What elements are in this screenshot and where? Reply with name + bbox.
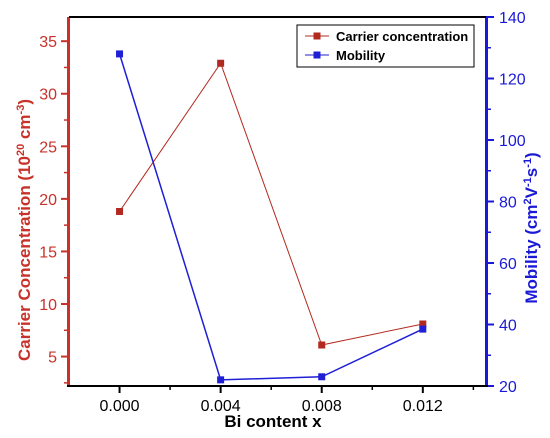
y-left-axis-title: Carrier Concentration (1020 cm-3) bbox=[15, 99, 34, 361]
data-point-mobility bbox=[318, 373, 326, 381]
y-left-tick-label: 15 bbox=[39, 244, 57, 261]
data-point-mobility bbox=[419, 325, 427, 333]
y-left-tick-label: 30 bbox=[39, 87, 57, 104]
y-left-tick-label: 35 bbox=[39, 34, 57, 51]
y-right-tick-label: 80 bbox=[499, 195, 517, 212]
data-point-carrier-concentration bbox=[217, 59, 225, 67]
legend-box bbox=[296, 24, 475, 68]
left-axis-line bbox=[67, 17, 70, 386]
y-left-tick-label: 10 bbox=[39, 297, 57, 314]
x-tick-label: 0.012 bbox=[403, 398, 443, 415]
right-axis-line bbox=[485, 17, 488, 386]
y-left-tick-label: 5 bbox=[48, 350, 57, 367]
x-axis: 0.000 0.004 0.008 0.012 bbox=[100, 386, 475, 415]
x-axis-title: Bi content x bbox=[224, 412, 322, 431]
legend-marker-carrier bbox=[313, 32, 321, 40]
y-right-tick-label: 100 bbox=[499, 133, 526, 150]
series-layer bbox=[116, 50, 427, 384]
y-left-tick-label: 20 bbox=[39, 192, 57, 209]
data-point-carrier-concentration bbox=[116, 207, 124, 215]
y-right-axis-title: Mobility (cm2V-1s-1) bbox=[522, 152, 541, 303]
x-tick-label: 0.000 bbox=[100, 398, 140, 415]
y-left-axis: 5 10 15 20 25 30 35 bbox=[39, 34, 69, 384]
legend-label-mobility: Mobility bbox=[336, 48, 386, 63]
y-right-tick-label: 20 bbox=[499, 379, 517, 396]
y-right-tick-label: 140 bbox=[499, 10, 526, 27]
legend-marker-mobility bbox=[313, 51, 321, 59]
legend: Carrier concentration Mobility bbox=[296, 24, 475, 68]
x-tick-label: 0.008 bbox=[302, 398, 342, 415]
data-point-carrier-concentration bbox=[419, 320, 427, 328]
x-tick-label: 0.004 bbox=[201, 398, 241, 415]
y-right-tick-label: 40 bbox=[499, 318, 517, 335]
data-point-mobility bbox=[217, 376, 225, 384]
y-left-tick-label: 25 bbox=[39, 139, 57, 156]
data-point-mobility bbox=[116, 50, 124, 58]
series-line-mobility bbox=[118, 53, 424, 381]
legend-label-carrier: Carrier concentration bbox=[336, 29, 468, 44]
data-point-carrier-concentration bbox=[318, 341, 326, 349]
y-right-tick-label: 120 bbox=[499, 72, 526, 89]
y-right-axis: 20 40 60 80 100 120 140 bbox=[486, 10, 526, 396]
series-line-carrier-concentration bbox=[119, 62, 423, 346]
y-right-tick-label: 60 bbox=[499, 256, 517, 273]
